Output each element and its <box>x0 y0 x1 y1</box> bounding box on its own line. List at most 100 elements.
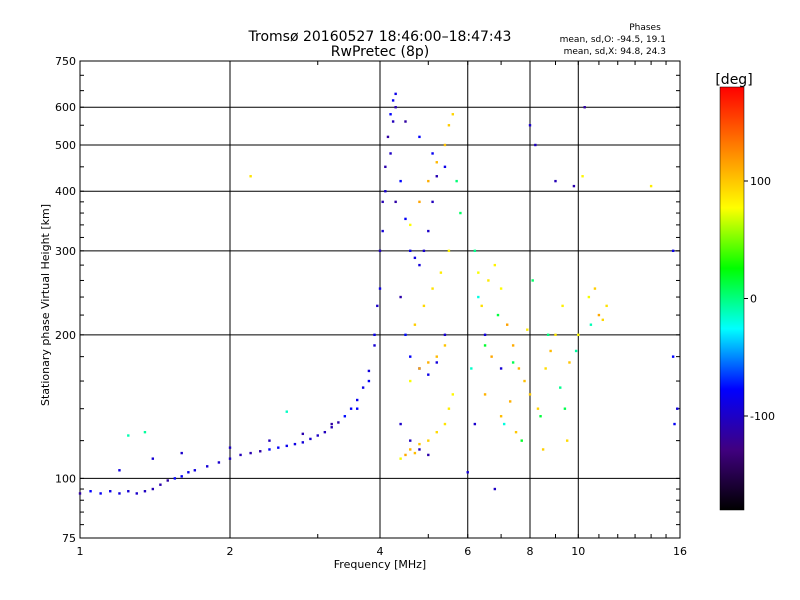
data-point-o <box>373 333 376 337</box>
data-point-o <box>99 492 102 495</box>
data-point-scattered <box>483 344 487 347</box>
data-point-o <box>409 249 412 253</box>
data-point-o <box>180 475 183 478</box>
x-tick-label: 2 <box>227 545 234 558</box>
data-point-x <box>511 344 515 347</box>
data-point-o <box>443 165 447 169</box>
x-tick-label: 6 <box>464 545 471 558</box>
data-point-o <box>361 386 365 389</box>
data-point-scattered <box>127 434 130 437</box>
data-point-x <box>499 415 503 418</box>
data-point-o <box>193 469 197 472</box>
data-point-o <box>676 407 679 410</box>
data-point-scattered <box>559 386 562 389</box>
data-point-o <box>391 99 395 102</box>
data-point-o <box>143 490 147 493</box>
data-point-x <box>593 287 597 290</box>
data-point-x <box>597 313 601 317</box>
data-point-x <box>514 430 518 434</box>
x-tick-label: 1 <box>77 545 84 558</box>
data-point-x <box>587 295 591 299</box>
data-point-o <box>285 444 288 448</box>
data-point-o <box>443 333 447 337</box>
x-tick-label: 8 <box>527 545 534 558</box>
data-point-x <box>451 113 455 116</box>
x-axis: 1 2 4 6 8 10 16 <box>77 61 687 558</box>
x-tick-label: 4 <box>377 545 384 558</box>
data-point-x <box>487 279 490 282</box>
data-point-o <box>427 373 430 376</box>
data-point-x <box>443 344 447 347</box>
data-point-x <box>499 287 503 290</box>
data-point-x <box>477 271 480 274</box>
data-point-o <box>330 426 333 429</box>
data-point-scattered <box>520 439 523 442</box>
data-point-scattered <box>574 349 578 353</box>
y-tick-label: 600 <box>55 101 76 114</box>
data-point-o <box>435 175 438 178</box>
data-point-o <box>418 448 421 451</box>
data-point-o <box>330 422 333 426</box>
data-point-o <box>534 143 537 147</box>
data-point-x <box>581 175 584 178</box>
data-point-x <box>409 223 412 227</box>
data-point-o <box>187 471 190 474</box>
data-point-scattered <box>285 410 288 413</box>
data-point-x <box>422 304 426 308</box>
chart-subtitle: RwPretec (8p) <box>331 44 429 60</box>
data-point-o <box>386 135 390 139</box>
data-point-o <box>671 249 675 253</box>
data-point-x <box>601 318 605 322</box>
data-point-x <box>404 453 407 457</box>
data-point-o <box>89 490 92 493</box>
data-point-x <box>451 393 455 396</box>
data-point-o <box>309 437 312 441</box>
data-point-o <box>389 152 392 155</box>
data-point-o <box>78 492 82 495</box>
data-point-o <box>671 355 675 358</box>
data-point-o <box>389 113 392 116</box>
stats-heading: Phases <box>629 23 661 33</box>
data-point-o <box>394 200 397 204</box>
data-point-o <box>404 217 407 221</box>
data-point-o <box>349 407 353 410</box>
data-point-o <box>355 398 359 402</box>
data-point-o <box>277 446 280 449</box>
colorbar <box>719 86 745 511</box>
data-point-scattered <box>546 333 550 337</box>
data-point-o <box>435 361 438 364</box>
data-point-o <box>293 442 297 446</box>
data-point-scattered <box>473 249 477 253</box>
data-point-o <box>391 120 395 123</box>
data-point-o <box>151 457 155 460</box>
data-point-o <box>239 453 242 457</box>
data-point-o <box>427 453 430 457</box>
data-point-o <box>373 344 376 347</box>
data-point-x <box>427 361 430 364</box>
data-point-o <box>378 249 382 253</box>
data-point-scattered <box>589 323 593 326</box>
data-point-scattered <box>477 295 480 299</box>
data-point-o <box>394 92 397 96</box>
data-point-o <box>378 287 382 290</box>
data-point-o <box>673 422 676 426</box>
colorbar-tick-label: -100 <box>750 410 775 423</box>
data-point-scattered <box>496 313 500 317</box>
data-point-x <box>517 367 521 370</box>
y-tick-label: 300 <box>55 245 76 258</box>
data-point-x <box>649 184 653 188</box>
data-point-o <box>228 446 232 449</box>
data-point-o <box>404 333 407 337</box>
data-point-o <box>151 487 155 491</box>
data-point-o <box>367 369 371 373</box>
y-tick-label: 75 <box>62 532 76 545</box>
data-point-x <box>418 442 421 446</box>
data-point-o <box>583 106 586 109</box>
data-point-o <box>394 106 397 109</box>
data-point-x <box>577 333 580 337</box>
data-point-o <box>431 152 434 155</box>
data-point-x <box>249 175 252 178</box>
data-point-x <box>413 451 417 455</box>
data-point-o <box>159 483 162 486</box>
y-tick-label: 100 <box>55 472 76 485</box>
